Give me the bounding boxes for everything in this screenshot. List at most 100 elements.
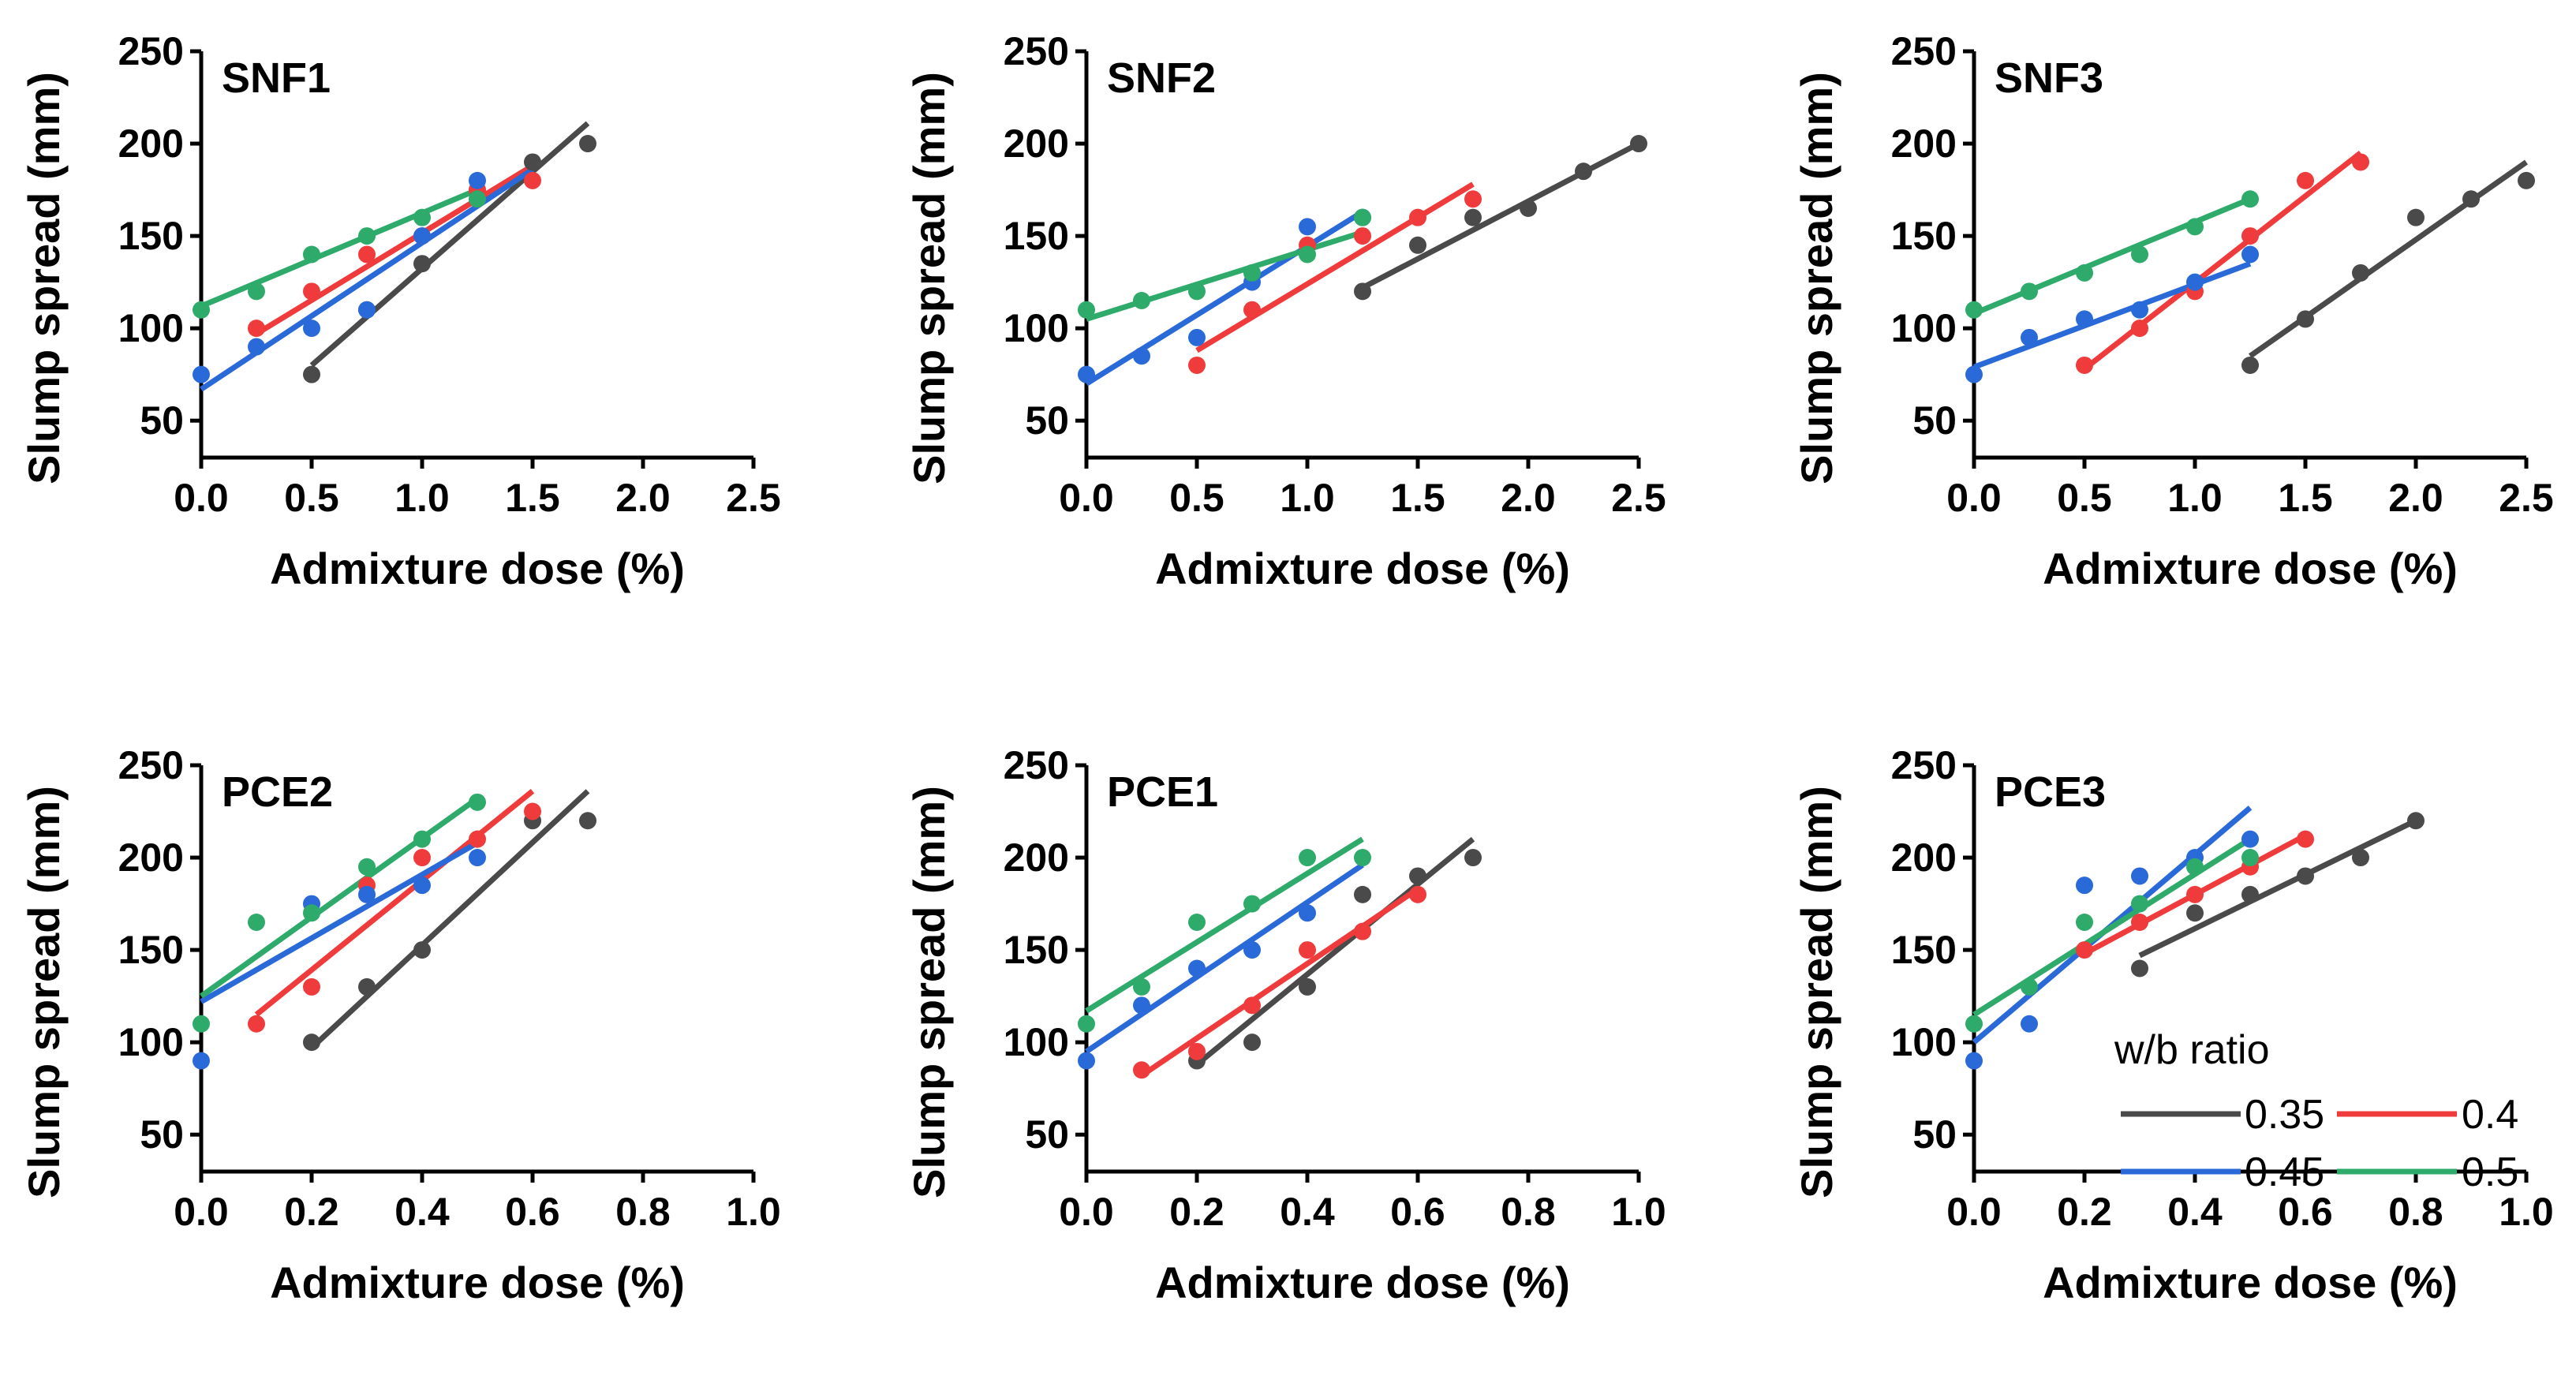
data-point-0-4	[1354, 227, 1371, 245]
y-axis-title: Slump spread (mm)	[19, 72, 69, 484]
x-tick-label: 0.2	[1169, 1190, 1224, 1234]
data-point-0-4	[524, 171, 541, 189]
data-point-0-5	[303, 245, 320, 264]
x-tick-label: 0.8	[1501, 1190, 1556, 1234]
x-axis-title: Admixture dose (%)	[1155, 1258, 1570, 1307]
data-point-0-4	[1354, 922, 1371, 940]
data-point-0-5	[469, 793, 486, 811]
data-point-0-4	[1299, 941, 1316, 959]
x-tick-label: 0.8	[2388, 1190, 2443, 1234]
x-tick-label: 2.0	[2388, 476, 2443, 520]
data-point-0-35	[1409, 236, 1426, 254]
data-point-0-35	[579, 812, 596, 830]
x-tick-label: 2.0	[1501, 476, 1556, 520]
y-tick-label: 250	[118, 29, 184, 73]
data-point-0-4	[1409, 885, 1426, 903]
x-tick-label: 0.6	[505, 1190, 560, 1234]
data-point-0-5	[2131, 245, 2148, 264]
x-tick-label: 0.0	[174, 476, 229, 520]
x-axis-title: Admixture dose (%)	[270, 544, 685, 593]
data-point-0-5	[1078, 301, 1095, 319]
data-point-0-4	[2241, 227, 2259, 245]
fit-line-0-35	[2248, 159, 2529, 359]
x-tick-label: 0.6	[2278, 1190, 2333, 1234]
data-point-0-4	[2297, 830, 2314, 848]
panel-title: SNF1	[222, 54, 331, 102]
fit-line-0-5	[1972, 196, 2252, 316]
y-tick-label: 200	[118, 121, 184, 166]
data-point-0-5	[2021, 282, 2038, 301]
data-point-0-5	[303, 904, 320, 922]
x-tick-label: 1.5	[1390, 476, 1445, 520]
fit-line-0-4	[2082, 150, 2363, 372]
x-tick-label: 2.5	[2499, 476, 2554, 520]
y-tick-label: 200	[1004, 835, 1069, 880]
data-point-0-5	[2186, 218, 2204, 236]
data-point-0-4	[469, 830, 486, 848]
data-point-0-4	[2297, 171, 2314, 189]
data-point-0-4	[1243, 996, 1261, 1015]
fit-line-0-4	[1140, 886, 1419, 1078]
data-point-0-5	[248, 282, 265, 301]
fit-line-0-5	[200, 187, 479, 309]
y-tick-label: 250	[1891, 743, 1957, 787]
data-point-0-4	[1243, 301, 1261, 319]
data-point-0-5	[1299, 245, 1316, 264]
y-tick-label: 100	[1891, 306, 1957, 350]
x-tick-label: 1.0	[394, 476, 450, 520]
x-tick-label: 0.8	[615, 1190, 671, 1234]
data-point-0-45	[1133, 347, 1150, 365]
data-point-0-4	[413, 849, 431, 867]
data-point-0-45	[2021, 1015, 2038, 1033]
data-point-0-5	[193, 1015, 210, 1033]
data-point-0-45	[303, 320, 320, 338]
data-point-0-5	[1965, 301, 1983, 319]
panel-pce3: 0.0 0.2 0.4 0.6 0.8 1.0 50 100 150 200 250 Admixtur…	[1792, 743, 2554, 1307]
fit-line-0-35	[309, 121, 590, 368]
data-point-0-45	[413, 227, 431, 245]
legend-label-0-4: 0.4	[2462, 1092, 2518, 1138]
panel-title: SNF3	[1995, 54, 2103, 102]
data-point-0-35	[524, 153, 541, 171]
y-tick-label: 50	[1912, 1112, 1957, 1157]
data-point-0-35	[2241, 356, 2259, 374]
x-tick-label: 1.0	[1611, 1190, 1666, 1234]
y-tick-label: 250	[1004, 29, 1069, 73]
x-tick-label: 0.4	[1280, 1190, 1335, 1234]
data-point-0-5	[2076, 913, 2093, 931]
data-point-0-35	[413, 941, 431, 959]
data-point-0-45	[1078, 1052, 1095, 1070]
y-tick-label: 250	[1004, 743, 1069, 787]
fit-line-0-35	[2138, 818, 2417, 959]
y-tick-label: 150	[1891, 928, 1957, 972]
data-point-0-35	[413, 255, 431, 273]
x-tick-label: 0.0	[174, 1190, 229, 1234]
fit-line-0-5	[1085, 230, 1364, 322]
data-point-0-5	[1133, 292, 1150, 310]
data-point-0-45	[1243, 941, 1261, 959]
data-point-0-35	[2297, 867, 2314, 885]
data-point-0-45	[1188, 959, 1206, 977]
y-axis-title: Slump spread (mm)	[904, 786, 954, 1198]
data-point-0-5	[193, 301, 210, 319]
data-point-0-35	[2241, 885, 2259, 903]
y-tick-label: 100	[118, 1020, 184, 1064]
data-point-0-4	[1133, 1061, 1150, 1079]
data-point-0-45	[1299, 904, 1316, 922]
data-point-0-4	[303, 977, 320, 996]
data-point-0-45	[2076, 877, 2093, 895]
legend: w/b ratio 0.35 0.4 0.45 0.5	[2114, 1027, 2518, 1195]
data-point-0-45	[469, 171, 486, 189]
data-point-0-5	[1965, 1015, 1983, 1033]
x-axis-title: Admixture dose (%)	[2043, 1258, 2458, 1307]
data-point-0-4	[2352, 153, 2369, 171]
data-point-0-4	[248, 320, 265, 338]
y-tick-label: 100	[1891, 1020, 1957, 1064]
y-axis-title: Slump spread (mm)	[1792, 72, 1841, 484]
y-tick-label: 150	[118, 214, 184, 258]
data-point-0-35	[2462, 190, 2480, 208]
data-point-0-4	[2076, 356, 2093, 374]
y-tick-label: 50	[1025, 1112, 1069, 1157]
data-point-0-5	[469, 190, 486, 208]
data-point-0-45	[413, 877, 431, 895]
